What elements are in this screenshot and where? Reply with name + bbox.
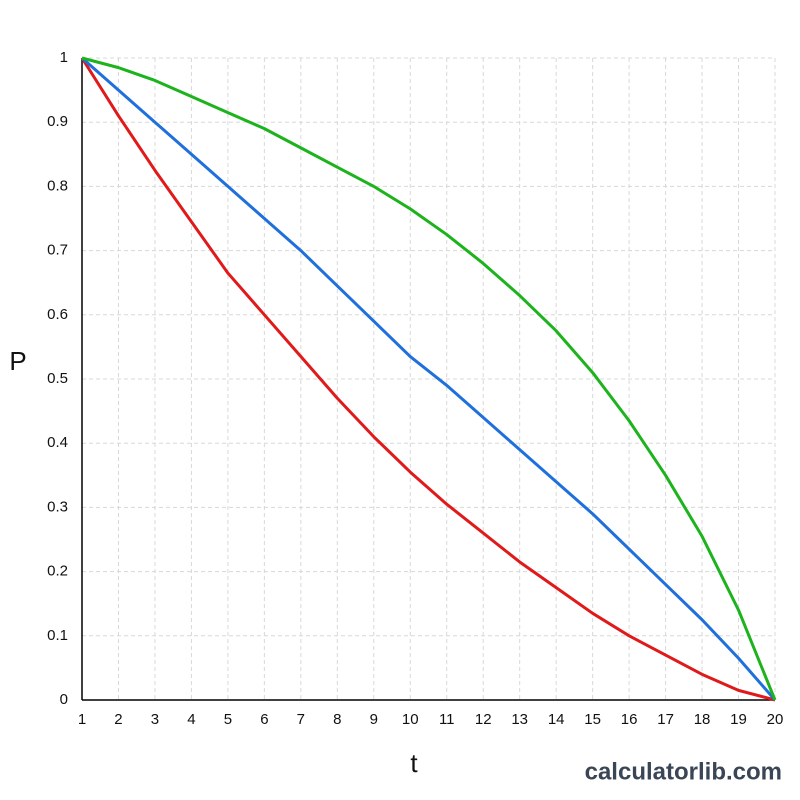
- x-tick-label: 14: [548, 711, 565, 728]
- series-line: [81, 56, 777, 701]
- x-tick-label: 19: [730, 711, 747, 728]
- y-tick-label: 0.2: [47, 563, 68, 580]
- y-tick-label: 0.1: [47, 627, 68, 644]
- x-tick-label: 9: [370, 711, 378, 728]
- x-tick-label: 8: [333, 711, 341, 728]
- watermark: calculatorlib.com: [585, 758, 782, 785]
- y-tick-label: 0: [60, 691, 68, 708]
- y-axis-label: P: [9, 346, 26, 376]
- x-tick-label: 18: [694, 711, 711, 728]
- y-tick-label: 0.5: [47, 370, 68, 387]
- series-line: [81, 56, 777, 701]
- x-axis-label: t: [410, 748, 418, 778]
- y-tick-label: 1: [60, 49, 68, 66]
- y-tick-label: 0.3: [47, 498, 68, 515]
- x-tick-label: 1: [78, 711, 86, 728]
- x-tick-label: 11: [439, 711, 455, 728]
- x-tick-label: 6: [260, 711, 268, 728]
- x-tick-label: 4: [187, 711, 195, 728]
- x-tick-label: 16: [621, 711, 638, 728]
- y-tick-label: 0.4: [47, 434, 68, 451]
- y-tick-label: 0.7: [47, 242, 68, 259]
- x-tick-label: 3: [151, 711, 159, 728]
- x-tick-label: 2: [114, 711, 122, 728]
- x-tick-label: 13: [511, 711, 528, 728]
- x-tick-label: 12: [475, 711, 492, 728]
- y-tick-label: 0.9: [47, 113, 68, 130]
- series-line: [80, 57, 776, 702]
- x-tick-label: 10: [402, 711, 419, 728]
- x-tick-label: 7: [297, 711, 305, 728]
- y-tick-label: 0.6: [47, 306, 68, 323]
- y-tick-label: 0.8: [47, 177, 68, 194]
- x-tick-label: 5: [224, 711, 232, 728]
- x-tick-label: 20: [767, 711, 784, 728]
- x-tick-label: 15: [584, 711, 601, 728]
- x-tick-label: 17: [657, 711, 674, 728]
